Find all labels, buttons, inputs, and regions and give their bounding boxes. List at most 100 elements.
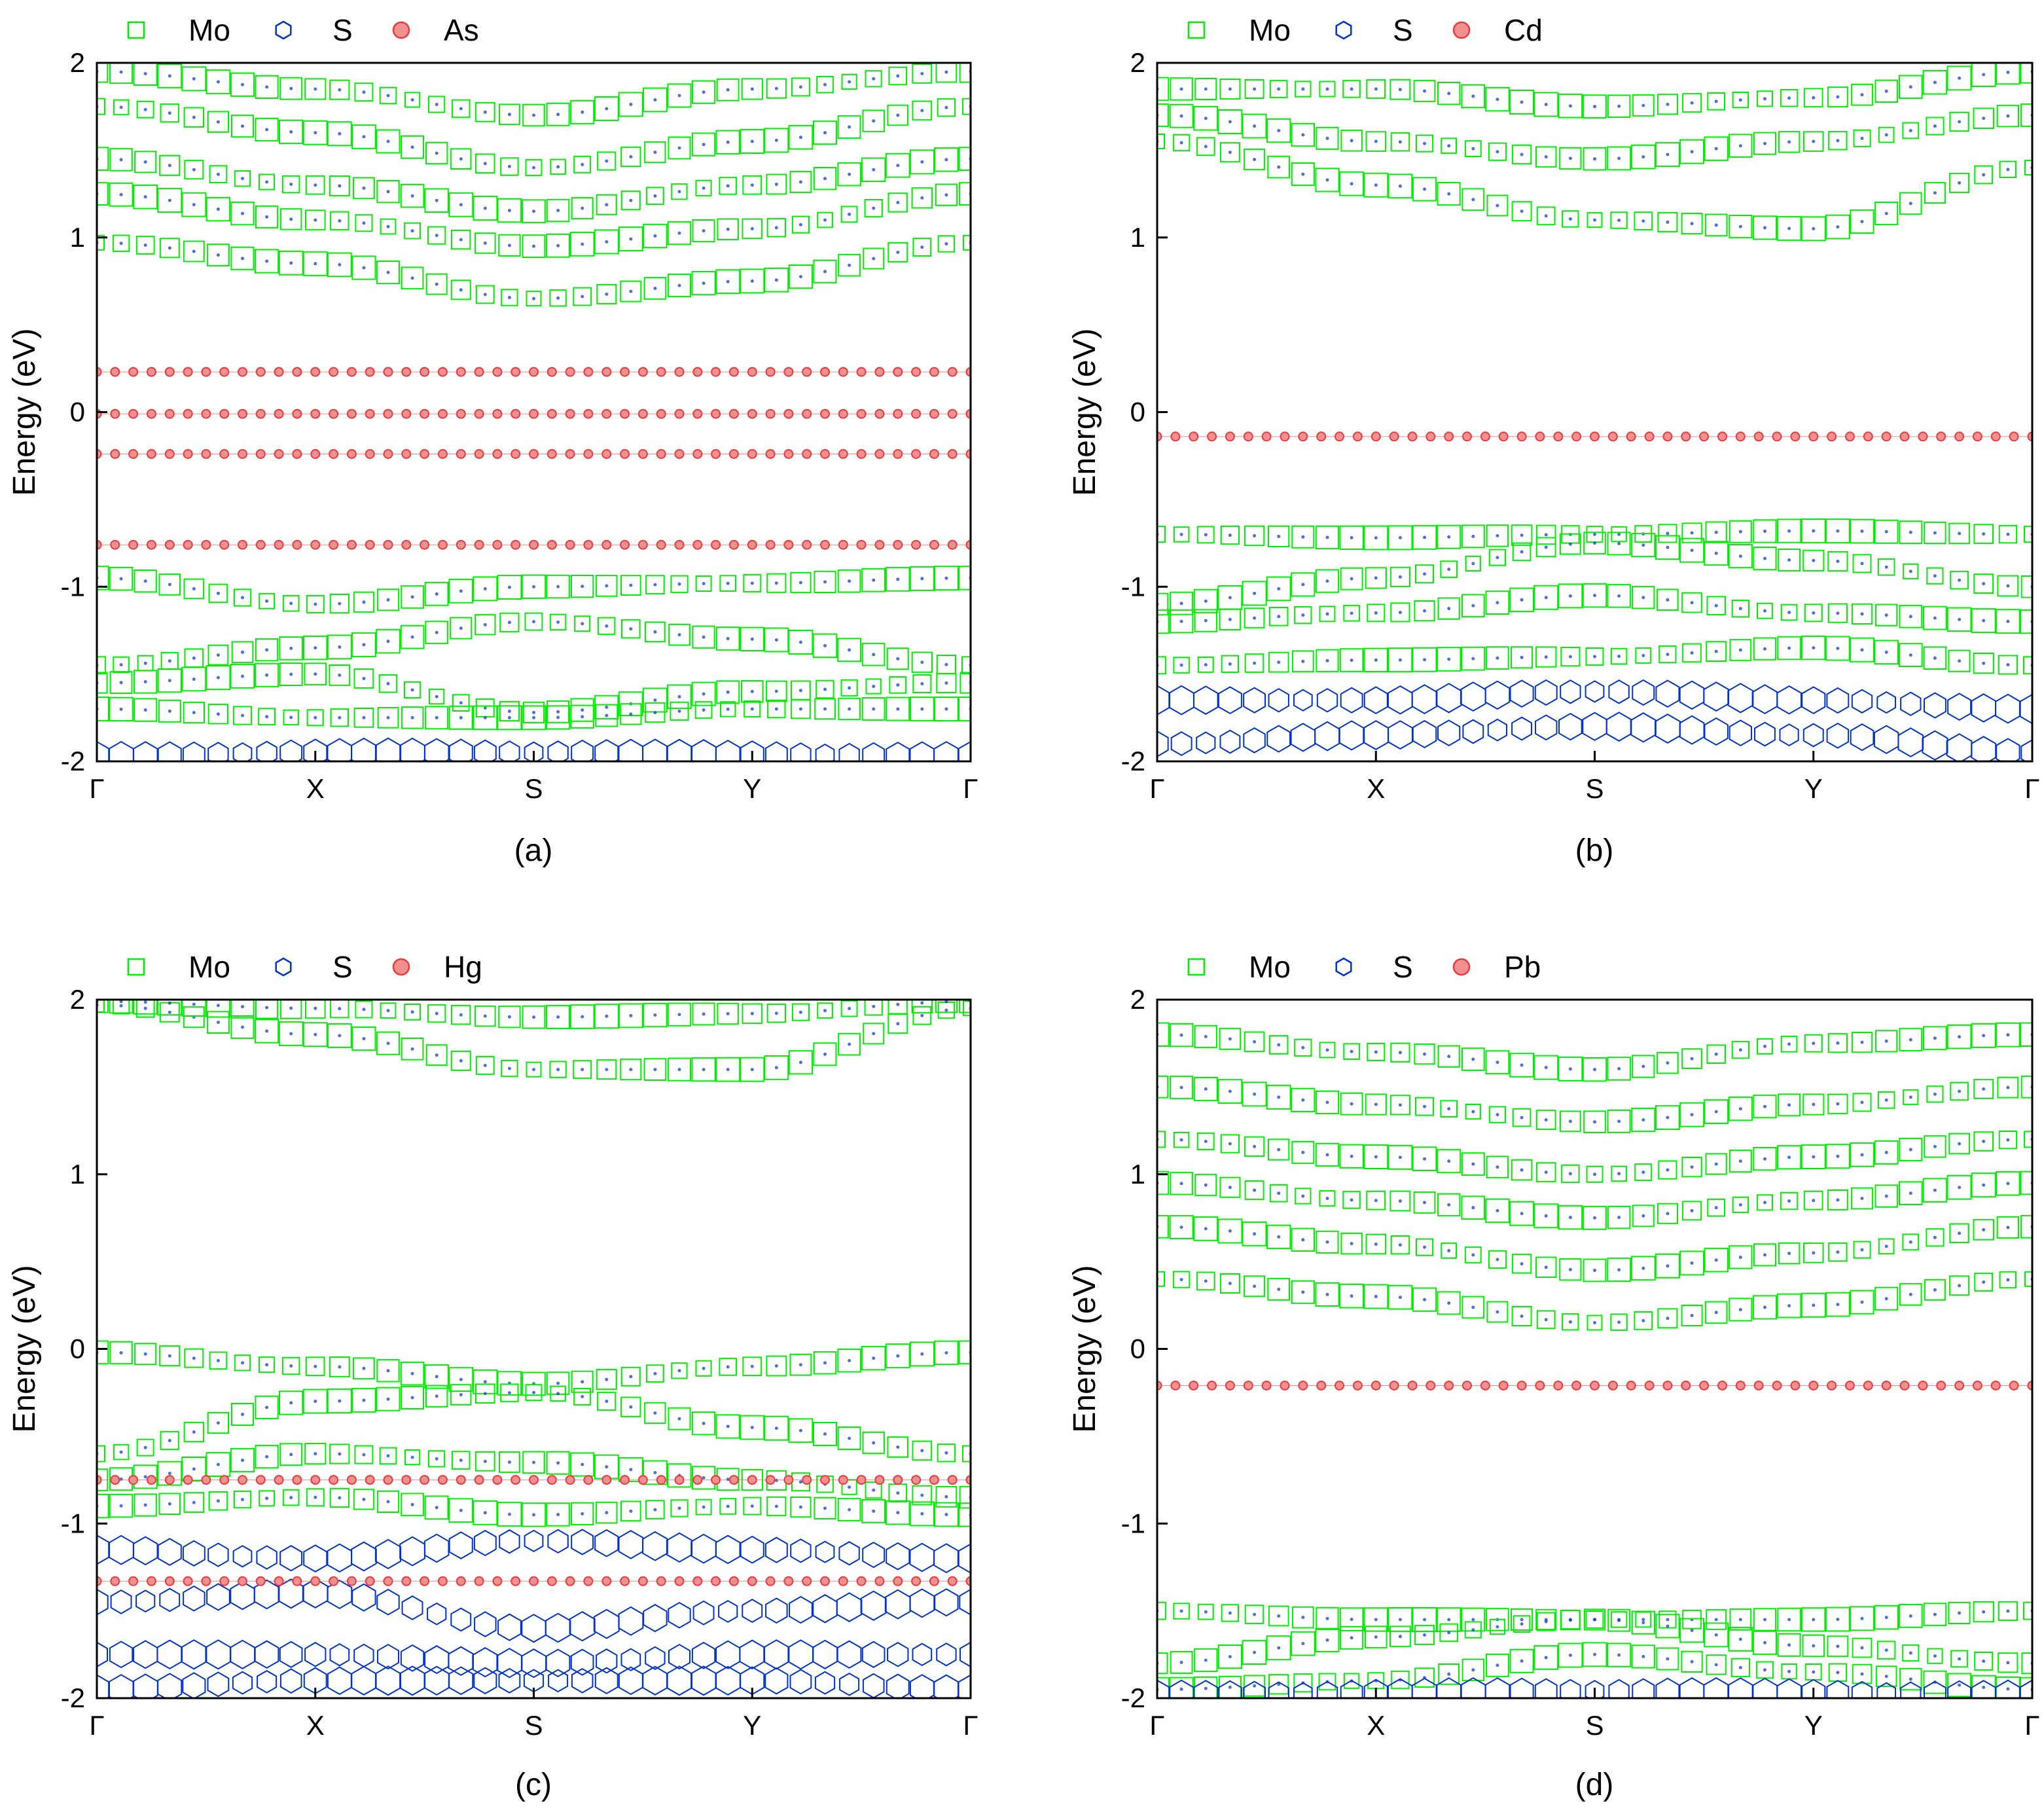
band-dot [848, 1508, 852, 1512]
mo-point [1827, 603, 1848, 623]
impurity-point [346, 367, 357, 377]
band-dot [774, 1504, 778, 1508]
band-dot [1447, 568, 1451, 572]
impurity-point [420, 449, 430, 459]
impurity-point [365, 1576, 375, 1586]
band-dot [1812, 1042, 1816, 1045]
band-dot [702, 582, 706, 585]
mo-point [400, 183, 425, 208]
y-tick-label: 2 [70, 47, 85, 78]
y-tick-label: 0 [1130, 397, 1145, 427]
band-dot [556, 716, 560, 719]
mo-point [1244, 1031, 1265, 1053]
impurity-point [765, 1475, 776, 1485]
mo-point [1825, 518, 1850, 544]
mo-point [887, 104, 909, 126]
band-dot [750, 279, 754, 283]
mo-point [1194, 609, 1217, 632]
impurity-point [1535, 1381, 1545, 1390]
impurity-point [183, 367, 193, 377]
mo-point [109, 697, 134, 721]
impurity-point [637, 539, 648, 550]
band-dot [338, 645, 342, 649]
mo-point [1780, 604, 1798, 621]
mo-point [667, 1002, 692, 1026]
band-dot [2006, 1182, 2010, 1186]
mo-point [183, 701, 206, 724]
band-dot [823, 1009, 827, 1013]
s-point [1922, 730, 1948, 761]
band-dot [702, 1366, 706, 1370]
s-point [1751, 684, 1778, 715]
band-dot [241, 257, 244, 261]
band-dot [1884, 1039, 1888, 1043]
impurity-point [620, 1475, 630, 1485]
mo-point [404, 681, 421, 699]
band-dot [605, 1068, 609, 1072]
mo-point [206, 665, 231, 691]
band-dot [1204, 1227, 1208, 1231]
mo-point [1973, 107, 1994, 129]
mo-point [351, 255, 376, 280]
band-dot [1544, 214, 1548, 218]
band-dot [944, 707, 948, 711]
mo-point [327, 252, 352, 278]
band-dot [1860, 136, 1864, 140]
band-dot [386, 139, 390, 143]
x-tick-label: Γ [1149, 773, 1164, 804]
impurity-point [1444, 1381, 1454, 1390]
mo-point [1172, 1271, 1191, 1288]
impurity-point [201, 367, 211, 377]
impurity-point [1681, 431, 1691, 442]
impurity-point [110, 1475, 120, 1485]
band-dot [216, 80, 220, 84]
mo-point [692, 1002, 715, 1026]
band-dot [605, 159, 609, 163]
mo-point [1193, 1077, 1218, 1102]
s-point [109, 1641, 134, 1669]
mo-point [963, 1000, 971, 1017]
s-point [353, 1643, 374, 1668]
mo-point [329, 1356, 350, 1377]
mo-point [1388, 647, 1413, 673]
impurity-level-0 [97, 367, 971, 377]
band-dot [265, 648, 269, 652]
band-dot [1204, 1658, 1208, 1662]
mo-point [448, 705, 473, 730]
band-dot [1860, 612, 1864, 616]
impurity-point [238, 539, 247, 550]
mo-point [886, 647, 909, 670]
mo-point [692, 219, 715, 243]
impurity-point [601, 367, 612, 377]
band-dot [1253, 591, 1257, 595]
mo-point [475, 232, 496, 254]
impurity-point [656, 1576, 666, 1586]
mo-point [1388, 1144, 1413, 1170]
band-dot [338, 263, 342, 266]
mo-point [909, 566, 935, 591]
s-point [423, 1533, 450, 1563]
mo-point [1582, 1642, 1607, 1667]
band-dot [314, 1006, 317, 1010]
s-point [620, 1648, 641, 1671]
legend-s-label: S [332, 13, 353, 47]
band-dot [1738, 1308, 1742, 1311]
band-dot [1179, 87, 1183, 91]
y-axis-label: Energy (eV) [1067, 1265, 1102, 1432]
mo-point [595, 704, 619, 727]
band-dot [920, 1013, 924, 1017]
mo-band-5 [97, 1487, 971, 1527]
impurity-point [1699, 1381, 1710, 1390]
impurity-point [1699, 431, 1710, 442]
band-dot [872, 77, 876, 81]
band-dot [1666, 598, 1670, 602]
mo-point [1874, 79, 1898, 103]
mo-point [1923, 646, 1947, 670]
impurity-point [820, 367, 830, 377]
mo-point [183, 107, 205, 128]
mo-point [1194, 1676, 1218, 1698]
mo-point [522, 234, 546, 259]
band-dot [1544, 545, 1548, 549]
mo-point [1852, 1637, 1873, 1658]
